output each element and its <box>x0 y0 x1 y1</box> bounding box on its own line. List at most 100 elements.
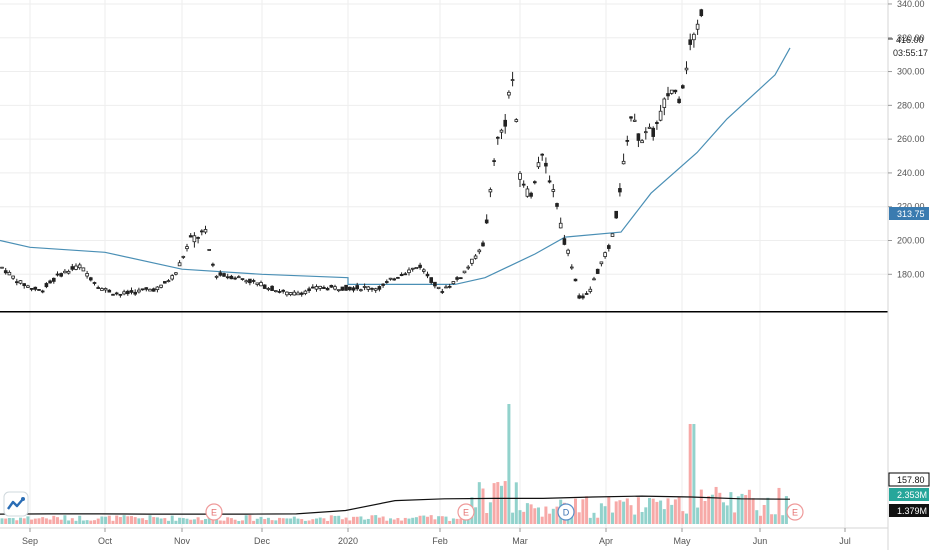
volume-bar <box>348 520 352 524</box>
volume-bar <box>459 518 463 524</box>
volume-bar <box>633 514 637 524</box>
volume-bar <box>662 509 666 524</box>
volume-bar <box>688 424 692 524</box>
candle-body <box>299 292 304 295</box>
candle-body <box>192 235 197 243</box>
volume-bar <box>603 506 607 524</box>
volume-bar <box>766 497 770 524</box>
volume-ma-line <box>0 495 791 515</box>
candle-body <box>492 160 496 162</box>
candle-body <box>92 282 97 284</box>
price-tick-label: 240.00 <box>897 168 925 178</box>
candle-body <box>499 129 504 133</box>
volume-bar <box>133 517 137 524</box>
candle-body <box>695 23 700 30</box>
candle-body <box>285 291 289 296</box>
candle-body <box>214 275 219 278</box>
volume-bar <box>496 482 500 524</box>
event-marker-e[interactable]: E <box>457 503 475 521</box>
candle-body <box>566 249 570 254</box>
volume-bar <box>685 513 688 524</box>
candle-body <box>525 188 530 197</box>
volume-bar <box>259 516 263 524</box>
volume-bar <box>278 517 281 524</box>
candle-body <box>458 277 463 280</box>
volume-bar <box>548 513 552 524</box>
volume-bar <box>74 520 78 524</box>
candle-body <box>558 222 563 229</box>
volume-bar <box>130 516 133 524</box>
volume-bar <box>381 516 385 524</box>
candle-body <box>211 263 215 266</box>
candle-body <box>588 288 593 292</box>
candle-body <box>573 278 578 282</box>
volume-bar <box>551 508 555 524</box>
volume-bar <box>204 518 207 524</box>
candle-body <box>618 188 622 193</box>
tradingview-logo-icon[interactable] <box>3 491 29 517</box>
volume-bar <box>651 498 655 524</box>
last-price-label: 416.00 <box>888 35 924 45</box>
candle-body <box>610 233 615 237</box>
candle-body <box>322 286 326 289</box>
candle-body <box>255 282 260 285</box>
volume-ma-badge: 1.379M <box>889 504 929 517</box>
volume-bar <box>274 520 278 524</box>
candle-body <box>7 271 12 276</box>
event-marker-e[interactable]: E <box>786 503 804 521</box>
time-tick-label: Oct <box>98 536 113 546</box>
candle-body <box>18 280 23 284</box>
event-marker-d[interactable]: D <box>557 503 575 521</box>
volume-bar <box>126 516 130 524</box>
volume-bar <box>707 496 711 524</box>
volume-bar <box>244 515 248 524</box>
volume-bar <box>396 518 400 524</box>
candle-body <box>510 79 515 81</box>
event-marker-circle <box>786 503 804 521</box>
volume-bar <box>78 515 82 524</box>
volume-bar <box>56 517 59 524</box>
grid <box>0 0 888 528</box>
candle-body <box>288 292 293 296</box>
price-tick-label: 220.00 <box>897 202 925 212</box>
candle-body <box>507 91 511 96</box>
volume-bar <box>611 512 614 524</box>
candle-body <box>329 284 334 288</box>
candle-body <box>529 192 533 197</box>
volume-bar <box>725 505 729 524</box>
candle-body <box>681 85 685 89</box>
candle-body <box>514 119 519 122</box>
volume-bar <box>81 520 85 524</box>
volume-bar <box>500 485 503 524</box>
volume-bar <box>762 504 766 524</box>
volume-bar <box>144 519 148 524</box>
candle-body <box>0 266 4 269</box>
candle-body <box>570 266 574 269</box>
volume-bar <box>352 516 355 524</box>
volume-bar <box>374 515 378 524</box>
candle-body <box>551 189 556 192</box>
volume-bar <box>300 519 304 524</box>
candle-body <box>170 275 175 280</box>
volume-bar <box>592 512 596 524</box>
volume-bar <box>48 519 52 524</box>
candle-body <box>307 288 311 292</box>
candle-body <box>470 258 474 264</box>
candle-body <box>296 292 300 296</box>
candle-body <box>473 255 478 259</box>
volume-bar <box>722 502 725 524</box>
volume-bar <box>507 404 511 524</box>
volume-bar <box>418 515 422 524</box>
volume-bar <box>96 518 100 524</box>
volume-bar <box>33 518 37 524</box>
volume-bar <box>622 501 626 524</box>
candle-body <box>44 283 49 288</box>
candle-body <box>518 172 522 180</box>
volume-bar <box>537 507 540 524</box>
volume-bar <box>159 518 163 524</box>
volume-bar <box>540 516 544 524</box>
event-marker-e[interactable]: E <box>205 503 223 521</box>
volume-bar <box>93 520 96 524</box>
volume-bar <box>211 518 215 524</box>
